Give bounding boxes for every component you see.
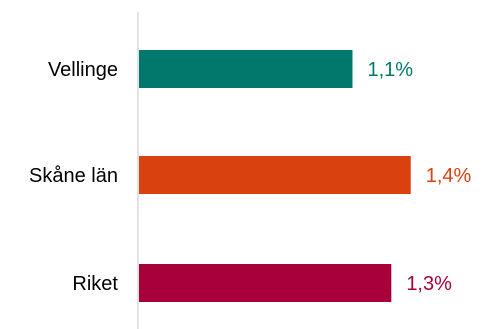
- value-label-0: 1,1%: [368, 59, 414, 81]
- bars-layer: Vellinge 1,1% Skåne län 1,4% Riket 1,3%: [29, 50, 472, 302]
- category-label-0: Vellinge: [48, 59, 118, 81]
- value-label-1: 1,4%: [426, 165, 472, 187]
- bar-1: [139, 156, 411, 194]
- value-label-2: 1,3%: [406, 273, 452, 295]
- category-label-1: Skåne län: [29, 165, 118, 187]
- bar-0: [139, 50, 353, 88]
- bar-2: [139, 264, 392, 302]
- category-label-2: Riket: [72, 273, 118, 295]
